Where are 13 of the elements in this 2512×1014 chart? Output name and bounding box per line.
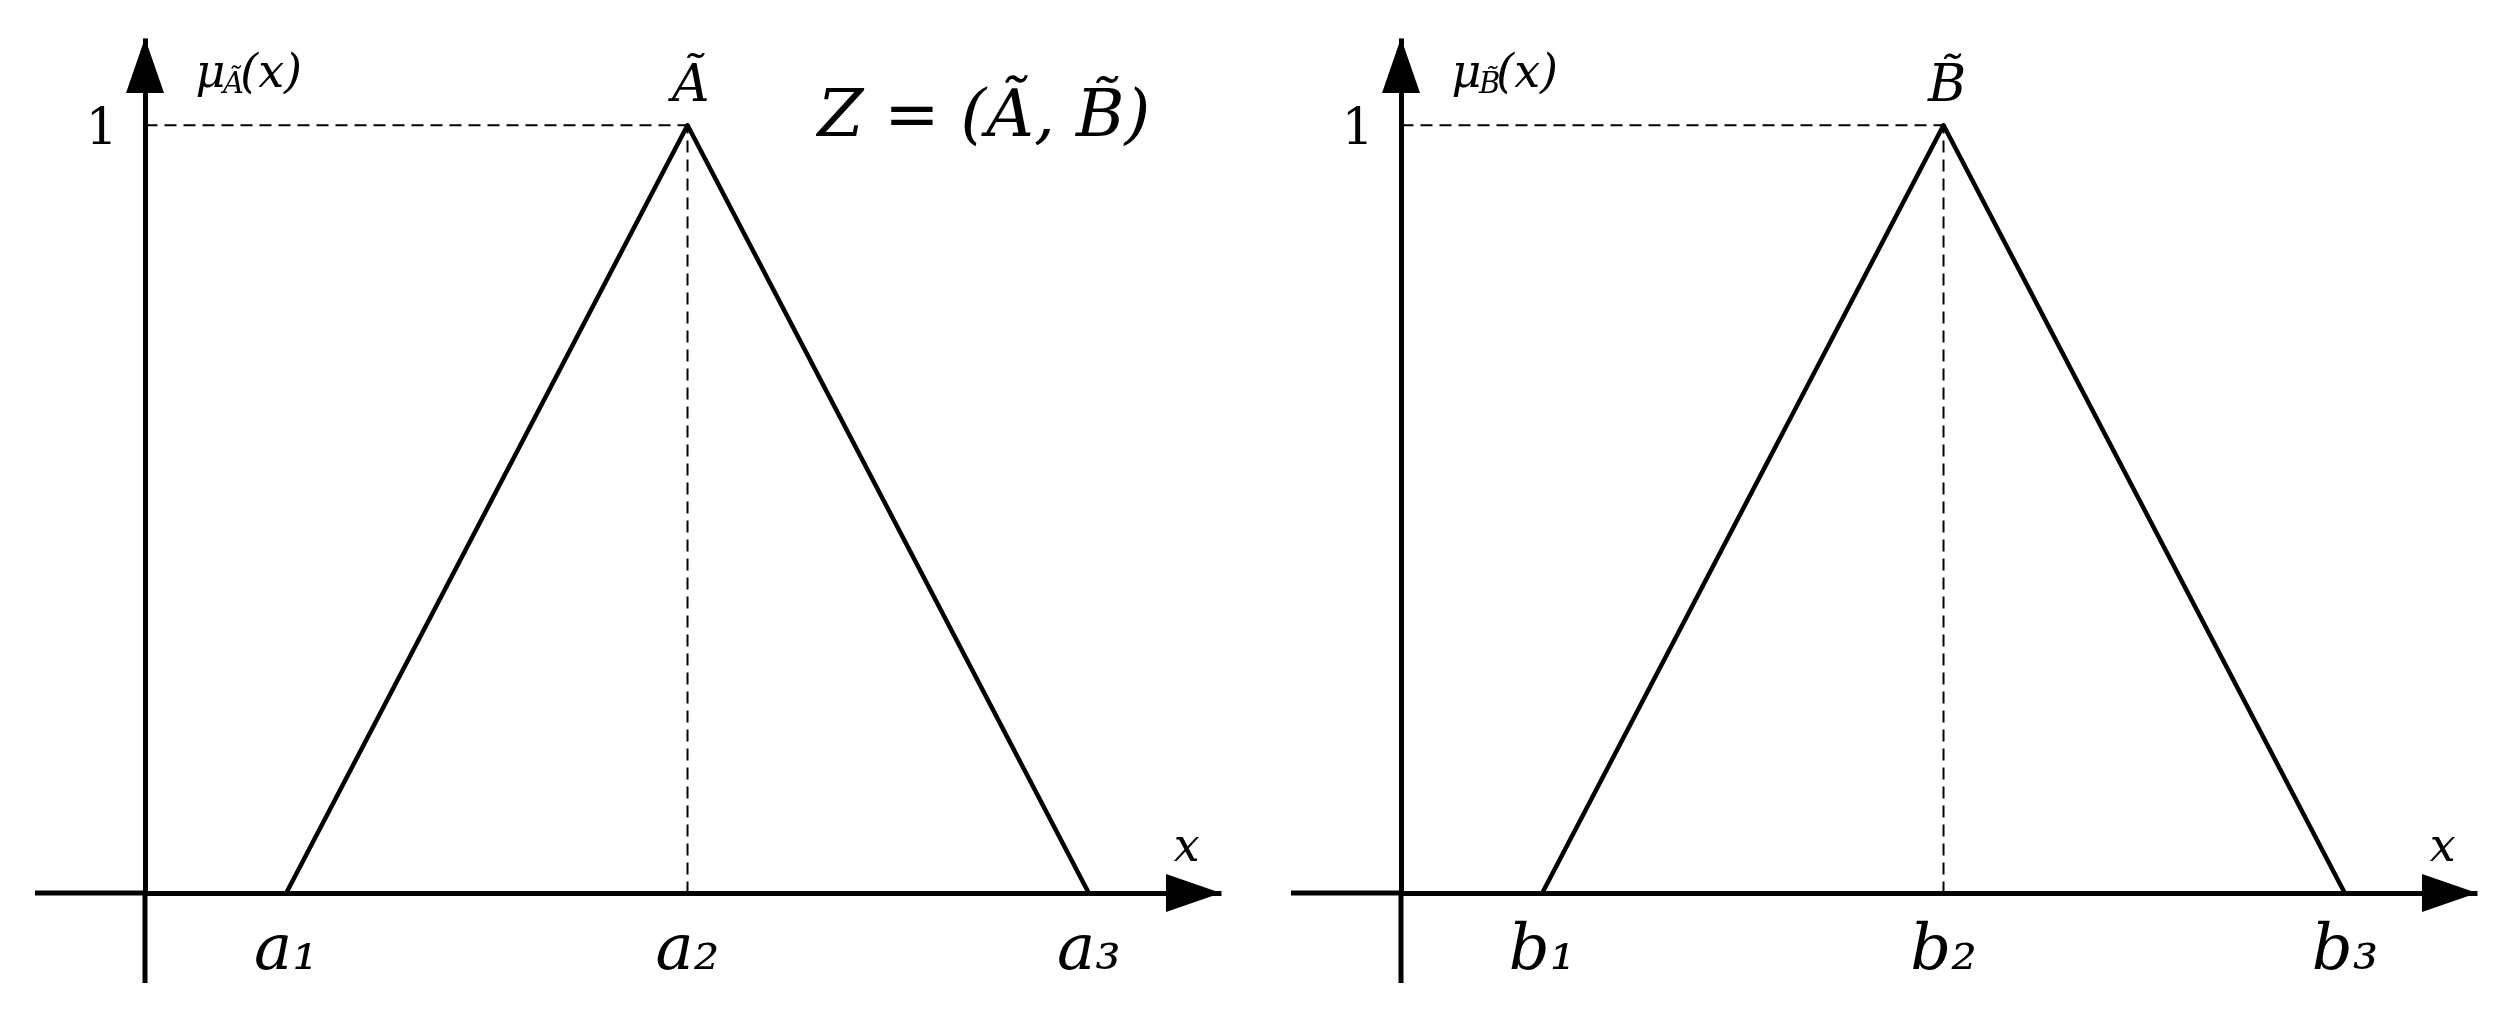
x-tick-label: b₃	[2311, 909, 2379, 984]
annotation: Ã	[667, 53, 710, 114]
annotation: Z = (Ã, B̃)	[815, 75, 1151, 152]
x-tick-label: a₃	[1057, 909, 1121, 984]
x-tick-label: b₂	[1910, 909, 1977, 984]
ref-line-label: 1	[1341, 97, 1374, 156]
x-tick-label: b₁	[1508, 909, 1576, 984]
x-tick-label: a₁	[254, 909, 318, 984]
annotation: B̃	[1926, 52, 1967, 114]
ref-line-label: 1	[85, 97, 118, 156]
x-tick-label: a₂	[655, 909, 720, 984]
x-axis-title: x	[1173, 817, 1200, 872]
x-axis-title: x	[2429, 817, 2456, 872]
